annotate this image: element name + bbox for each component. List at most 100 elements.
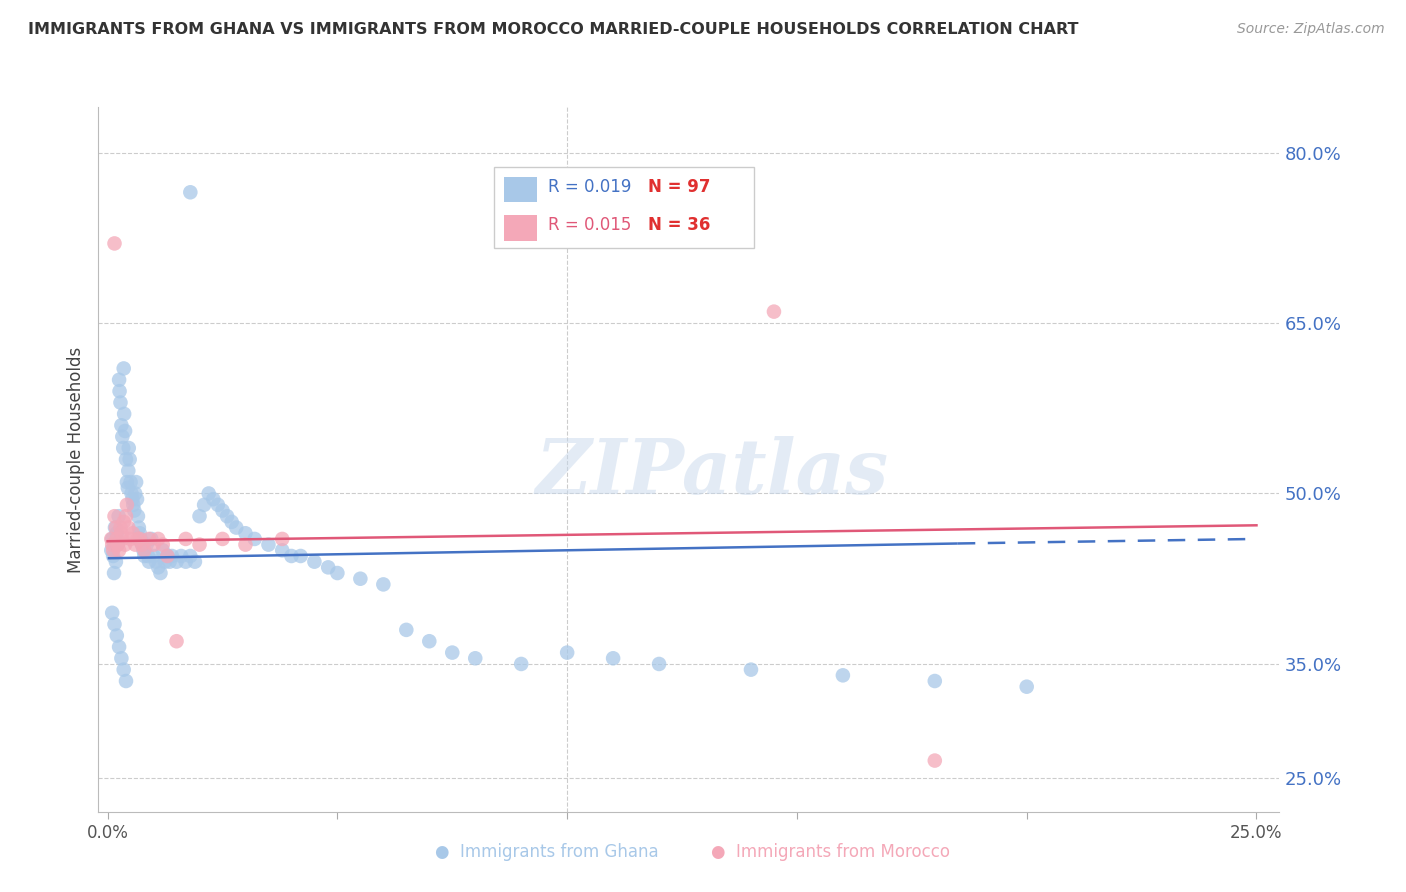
- Point: [127, 532, 149, 546]
- Point: [125, 475, 148, 489]
- Y-axis label: Married-couple Households: Married-couple Households: [66, 346, 84, 573]
- Point: [174, 532, 197, 546]
- Point: [114, 538, 136, 552]
- Text: R = 0.015: R = 0.015: [548, 217, 631, 235]
- Point: [555, 646, 578, 660]
- Point: [124, 486, 146, 500]
- Point: [104, 520, 127, 534]
- Point: [121, 486, 143, 500]
- Point: [104, 520, 127, 534]
- Point: [108, 543, 131, 558]
- Point: [115, 498, 138, 512]
- Point: [122, 498, 145, 512]
- Point: [111, 532, 134, 546]
- Point: [510, 657, 533, 671]
- Point: [136, 549, 159, 563]
- Point: [142, 538, 165, 552]
- Point: [243, 532, 266, 546]
- Point: [141, 532, 163, 546]
- Point: [105, 629, 128, 643]
- Point: [179, 549, 201, 563]
- Point: [156, 549, 179, 563]
- Point: [271, 543, 294, 558]
- Point: [138, 532, 160, 546]
- Point: [831, 668, 853, 682]
- Point: [170, 549, 193, 563]
- Point: [110, 520, 132, 534]
- Point: [101, 606, 124, 620]
- Point: [118, 441, 141, 455]
- Point: [179, 186, 201, 200]
- Point: [142, 549, 165, 563]
- Point: [145, 555, 167, 569]
- Point: [114, 424, 136, 438]
- Point: [107, 538, 129, 552]
- Point: [108, 640, 131, 654]
- Point: [271, 532, 294, 546]
- Point: [110, 526, 132, 541]
- Point: [122, 503, 145, 517]
- Text: N = 97: N = 97: [648, 178, 710, 195]
- Point: [101, 538, 124, 552]
- Text: N = 36: N = 36: [648, 217, 710, 235]
- Point: [128, 526, 150, 541]
- Point: [129, 532, 152, 546]
- Point: [101, 532, 124, 546]
- Point: [112, 441, 135, 455]
- Point: [152, 538, 174, 552]
- Point: [211, 532, 233, 546]
- Point: [117, 481, 139, 495]
- Point: [103, 538, 125, 552]
- Point: [110, 651, 132, 665]
- Point: [1015, 680, 1038, 694]
- Point: [146, 560, 169, 574]
- Point: [211, 503, 233, 517]
- Point: [111, 430, 134, 444]
- Point: [418, 634, 440, 648]
- Point: [149, 566, 172, 580]
- Point: [103, 509, 125, 524]
- Point: [217, 509, 239, 524]
- Point: [152, 543, 174, 558]
- Point: [166, 634, 188, 648]
- Point: [112, 407, 135, 421]
- Point: [762, 304, 785, 318]
- Point: [101, 549, 124, 563]
- Point: [112, 515, 135, 529]
- Point: [122, 526, 145, 541]
- Point: [373, 577, 395, 591]
- Point: [602, 651, 624, 665]
- Point: [166, 555, 188, 569]
- Point: [156, 549, 179, 563]
- Point: [924, 673, 946, 688]
- Point: [290, 549, 312, 563]
- Point: [115, 673, 138, 688]
- Point: [121, 492, 143, 507]
- Point: [105, 532, 128, 546]
- Point: [235, 538, 257, 552]
- Point: [103, 566, 125, 580]
- Point: [648, 657, 671, 671]
- Point: [326, 566, 349, 580]
- Text: ●  Immigrants from Ghana: ● Immigrants from Ghana: [436, 843, 659, 861]
- Point: [107, 538, 129, 552]
- Point: [464, 651, 486, 665]
- Point: [112, 663, 135, 677]
- Point: [101, 543, 124, 558]
- Point: [120, 532, 142, 546]
- Point: [193, 498, 215, 512]
- Point: [117, 464, 139, 478]
- Point: [107, 509, 129, 524]
- Point: [184, 555, 207, 569]
- Text: ●  Immigrants from Morocco: ● Immigrants from Morocco: [711, 843, 950, 861]
- Point: [128, 520, 150, 534]
- Point: [112, 361, 135, 376]
- Point: [280, 549, 302, 563]
- Point: [110, 395, 132, 409]
- Point: [188, 538, 211, 552]
- Point: [117, 520, 139, 534]
- Point: [131, 538, 153, 552]
- Point: [105, 526, 128, 541]
- Point: [441, 646, 464, 660]
- Point: [108, 373, 131, 387]
